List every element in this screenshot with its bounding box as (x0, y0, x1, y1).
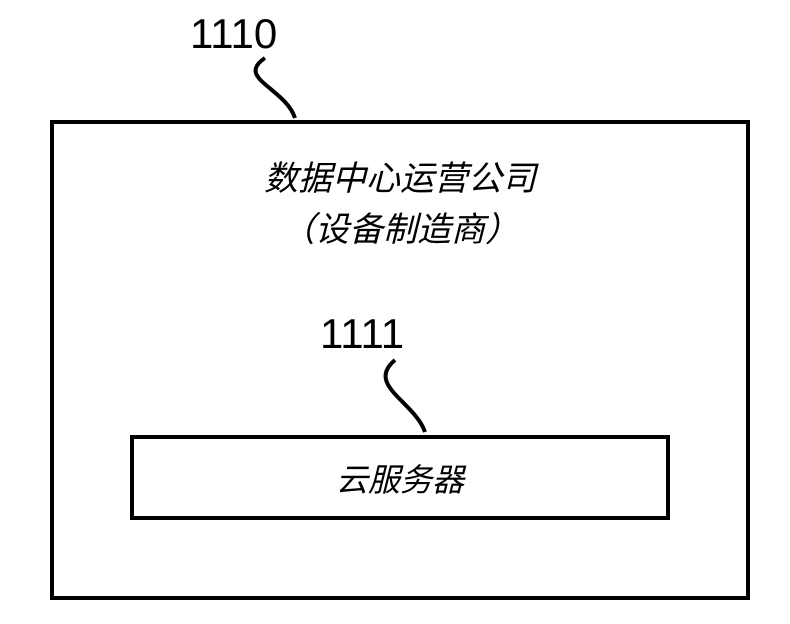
outer-container-box: 数据中心运营公司 （设备制造商） (50, 120, 750, 600)
outer-reference-label: 1110 (190, 10, 277, 58)
inner-server-box: 云服务器 (130, 435, 670, 520)
title-line-2: （设备制造商） (54, 205, 746, 256)
title-line-1: 数据中心运营公司 (54, 154, 746, 205)
inner-box-text: 云服务器 (336, 455, 464, 501)
outer-label-text: 1110 (190, 10, 277, 57)
outer-box-title: 数据中心运营公司 （设备制造商） (54, 154, 746, 256)
outer-connector-path (256, 58, 295, 118)
inner-label-text: 1111 (320, 310, 404, 357)
inner-reference-label: 1111 (320, 310, 404, 358)
